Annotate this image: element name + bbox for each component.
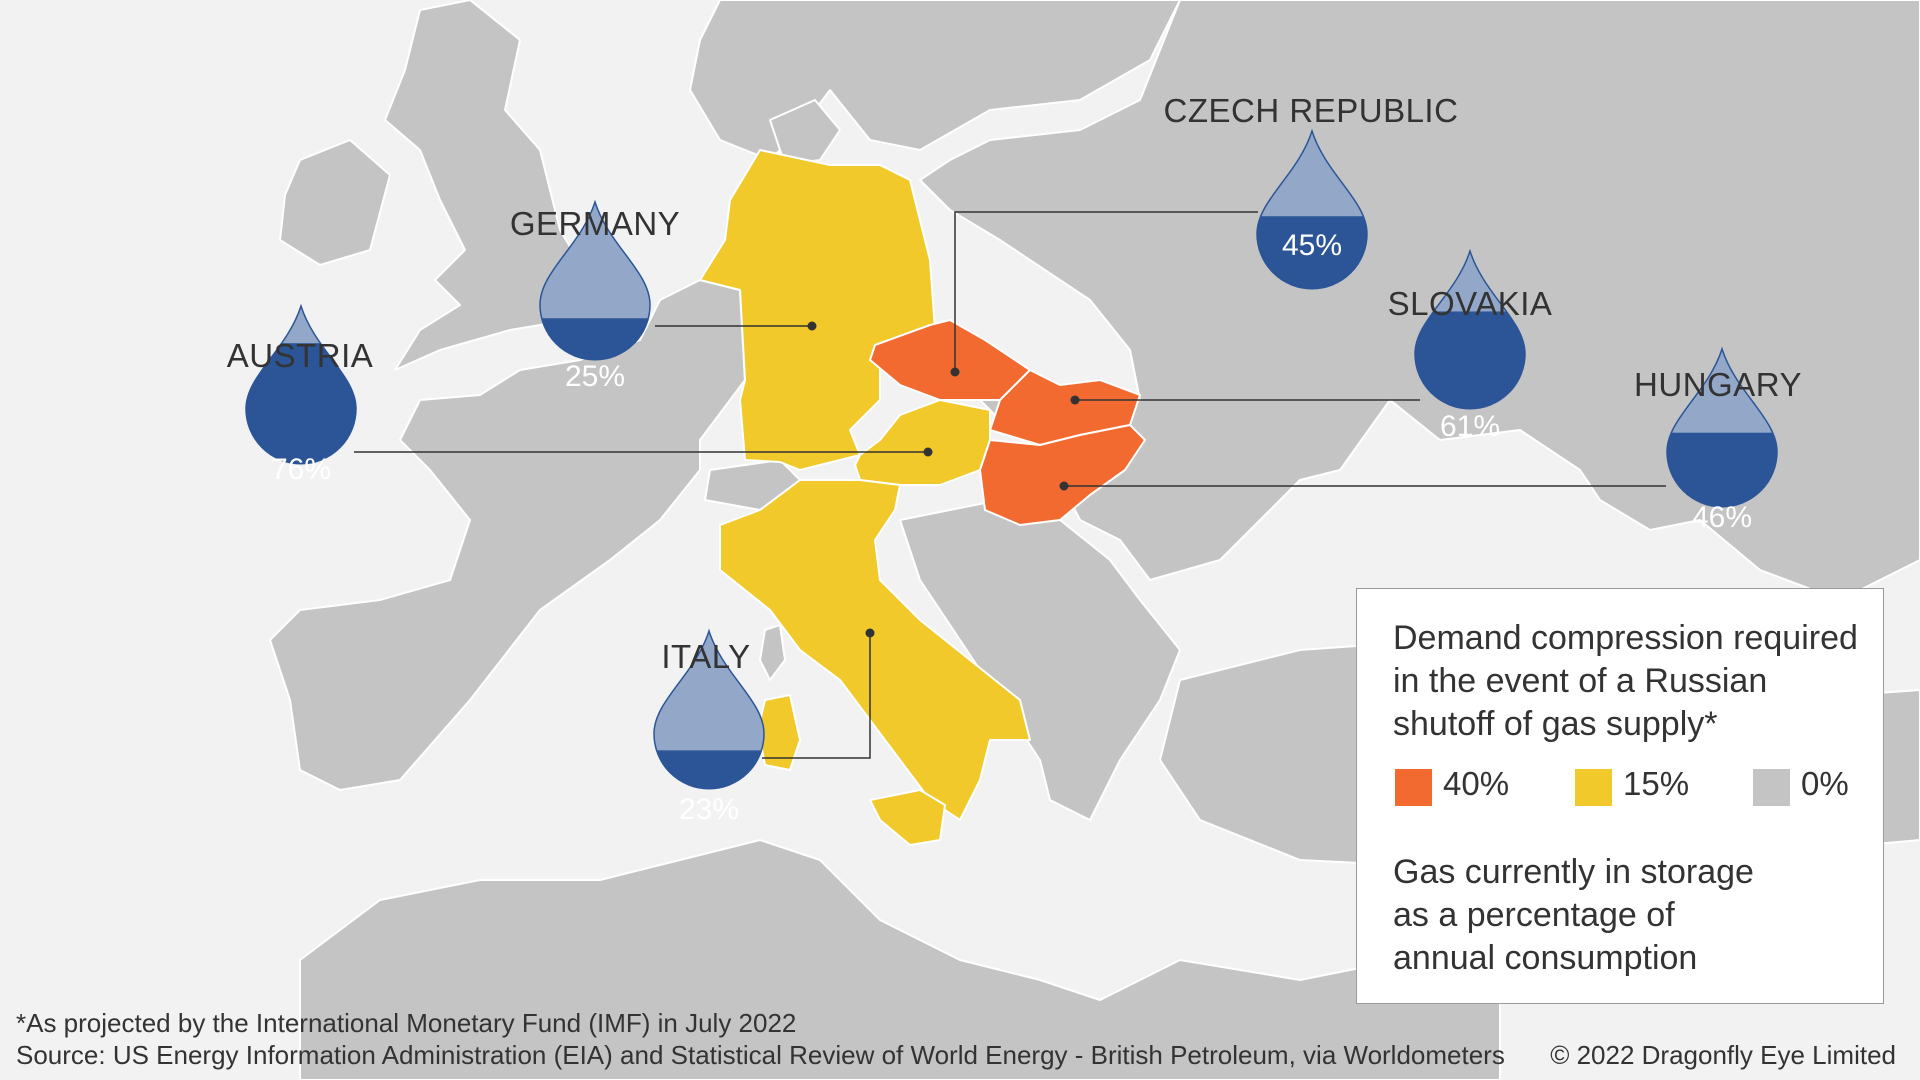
storage-drop-austria-outline xyxy=(245,303,357,465)
label-austria: AUSTRIA xyxy=(226,337,374,374)
north-africa xyxy=(299,839,1501,1080)
slovakia-shape xyxy=(989,369,1141,446)
label-germany: GERMANY xyxy=(509,205,681,242)
legend-label-40: 40% xyxy=(1443,765,1510,802)
leader-czech xyxy=(954,211,1258,372)
dot-italy xyxy=(865,628,875,638)
legend-swatch-15 xyxy=(1575,769,1612,806)
storage-value-germany: 25% xyxy=(564,360,626,393)
dot-austria xyxy=(923,447,933,457)
leader-dots xyxy=(807,321,1080,638)
leader-italy xyxy=(762,633,871,759)
highlighted-countries xyxy=(699,149,1146,846)
legend-storage-text: Gas currently in storage as a percentage… xyxy=(1393,853,1754,977)
storage-drops xyxy=(245,128,1778,790)
storage-drop-czech-outline xyxy=(1256,128,1368,290)
leader-lines xyxy=(354,211,1666,759)
label-italy: ITALY xyxy=(661,638,751,675)
great-britain xyxy=(384,0,591,371)
scandinavia xyxy=(689,0,1181,161)
storage-drop-italy-body xyxy=(654,631,764,789)
legend-label-15: 15% xyxy=(1623,765,1690,802)
label-hungary: HUNGARY xyxy=(1634,366,1802,403)
footnote: *As projected by the International Monet… xyxy=(16,1008,797,1038)
storage-value-italy: 23% xyxy=(678,793,740,826)
dot-slovakia xyxy=(1070,395,1080,405)
legend-swatch-0 xyxy=(1753,769,1790,806)
ireland xyxy=(279,139,391,266)
storage-drop-hungary-outline xyxy=(1666,346,1778,508)
dot-hungary xyxy=(1059,481,1069,491)
legend: Demand compression required in the event… xyxy=(1356,588,1884,1004)
storage-drop-slovakia-outline xyxy=(1414,248,1526,410)
sicily-shape xyxy=(869,789,946,846)
label-slovakia: SLOVAKIA xyxy=(1387,285,1553,322)
storage-drop-italy-outline xyxy=(653,628,765,790)
italy-shape xyxy=(719,479,1031,821)
storage-drop-germany-outline xyxy=(539,199,651,361)
corsica xyxy=(759,624,786,681)
dot-germany xyxy=(807,321,817,331)
storage-drop-slovakia xyxy=(1414,248,1526,410)
storage-value-czech-republic: 45% xyxy=(1281,229,1343,262)
storage-drop-slovakia-fill-level xyxy=(1415,311,1525,408)
source-note: Source: US Energy Information Administra… xyxy=(16,1040,1505,1070)
storage-value-slovakia: 61% xyxy=(1439,410,1501,443)
legend-label-0: 0% xyxy=(1801,765,1849,802)
france-iberia-benelux xyxy=(269,279,746,791)
legend-title: Demand compression required in the event… xyxy=(1393,619,1858,743)
hungary-shape xyxy=(979,424,1146,526)
dot-czech xyxy=(950,367,960,377)
storage-value-austria: 76% xyxy=(270,453,332,486)
balkans xyxy=(899,499,1181,821)
copyright: © 2022 Dragonfly Eye Limited xyxy=(1550,1040,1896,1070)
storage-value-hungary: 46% xyxy=(1691,501,1753,534)
legend-swatch-40 xyxy=(1395,769,1432,806)
label-czech-republic: CZECH REPUBLIC xyxy=(1163,92,1459,129)
